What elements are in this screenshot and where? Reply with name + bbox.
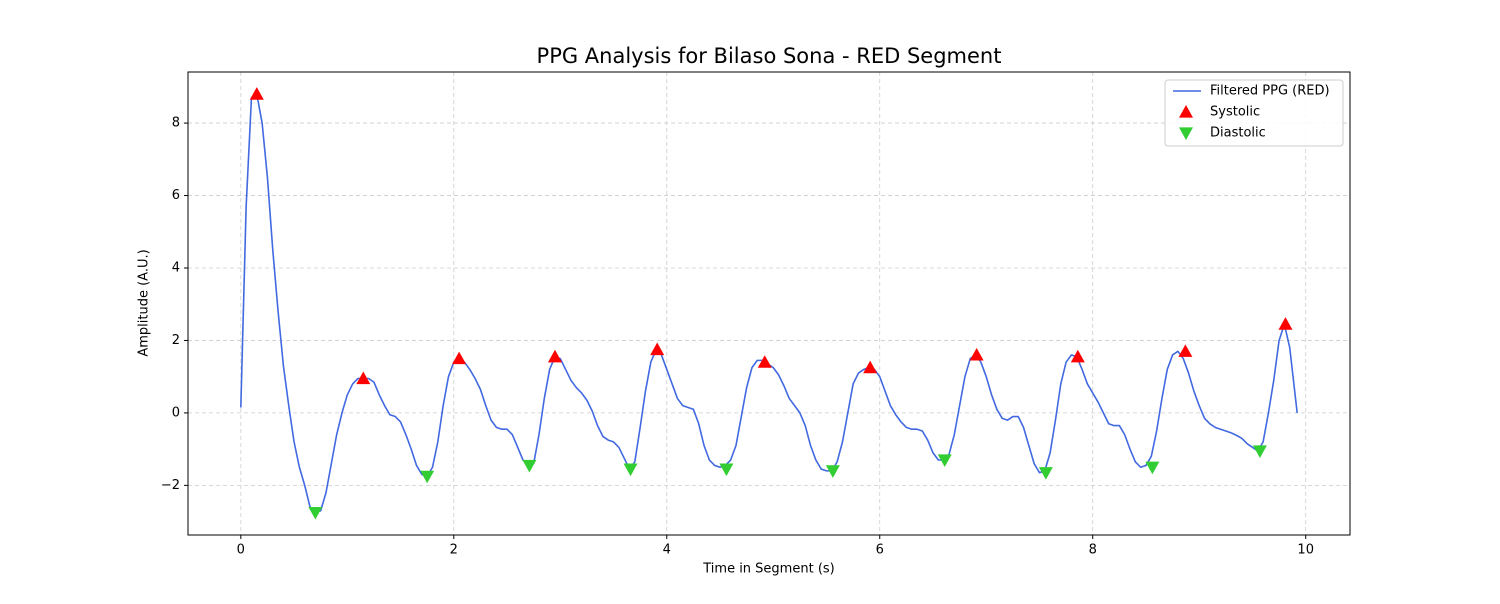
- systolic-marker: [249, 87, 264, 100]
- x-tick-label: 6: [876, 543, 884, 558]
- diastolic-marker: [623, 463, 638, 477]
- diastolic-marker: [1252, 445, 1267, 458]
- systolic-marker: [1278, 317, 1293, 330]
- legend-swatch: [1179, 105, 1193, 118]
- x-tick-label: 0: [237, 543, 245, 558]
- y-tick-label: 0: [172, 405, 180, 420]
- x-tick-label: 8: [1089, 543, 1097, 558]
- x-tick-label: 4: [663, 543, 671, 558]
- diastolic-marker: [1038, 467, 1053, 480]
- chart-title: PPG Analysis for Bilaso Sona - RED Segme…: [537, 44, 1002, 68]
- diastolic-marker: [420, 470, 435, 484]
- systolic-marker: [1070, 349, 1085, 363]
- y-axis-label: Amplitude (A.U.): [137, 249, 152, 356]
- diastolic-marker: [937, 454, 952, 468]
- plot-frame: [187, 71, 1351, 536]
- systolic-marker: [547, 349, 562, 363]
- diastolic-marker: [1145, 461, 1160, 475]
- systolic-marker: [757, 355, 772, 368]
- systolic-marker: [863, 360, 878, 374]
- systolic-marker: [969, 347, 984, 361]
- diastolic-marker: [308, 506, 323, 520]
- x-tick-label: 10: [1297, 543, 1314, 558]
- systolic-marker: [356, 371, 371, 385]
- legend-label: Diastolic: [1210, 126, 1266, 141]
- systolic-marker: [452, 351, 467, 365]
- systolic-marker: [650, 342, 665, 356]
- legend-swatch: [1179, 127, 1193, 140]
- y-tick-label: 2: [172, 333, 180, 348]
- y-tick-label: 6: [172, 188, 180, 203]
- y-tick-label: 8: [172, 116, 180, 131]
- y-tick-label: 4: [172, 260, 180, 275]
- legend-label: Systolic: [1210, 105, 1260, 120]
- x-axis-label: Time in Segment (s): [702, 562, 834, 577]
- diastolic-marker: [522, 459, 537, 473]
- legend-box: [1164, 79, 1344, 147]
- y-tick-label: −2: [161, 478, 180, 493]
- systolic-marker: [1178, 344, 1193, 357]
- diastolic-marker: [719, 463, 734, 477]
- x-tick-label: 2: [450, 543, 458, 558]
- diastolic-marker: [825, 465, 840, 478]
- legend-label: Filtered PPG (RED): [1210, 84, 1330, 99]
